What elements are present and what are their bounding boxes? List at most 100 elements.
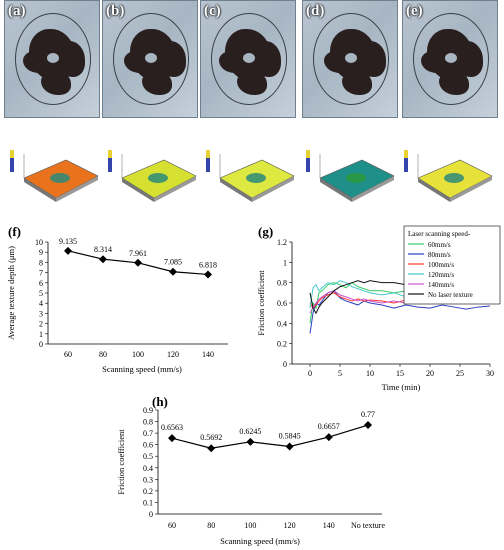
data-label: 0.5845 xyxy=(279,431,301,440)
surface-side xyxy=(56,176,98,202)
colorbar-top xyxy=(206,150,210,158)
surface-side xyxy=(154,176,196,202)
crack-ring xyxy=(413,13,489,105)
legend-box xyxy=(403,225,501,305)
wear-debris xyxy=(23,51,51,73)
x-axis-title: Scanning speed (mm/s) xyxy=(220,536,300,546)
surface-side xyxy=(122,178,154,202)
crack-ring xyxy=(211,13,287,105)
data-label: 8.314 xyxy=(94,245,112,254)
colorbar-top xyxy=(10,150,14,158)
colorbar-top xyxy=(108,150,112,158)
surface-side xyxy=(352,176,394,202)
x-tick-label: 60 xyxy=(64,350,72,359)
micrograph-panel: (a) xyxy=(4,0,100,118)
center-spot xyxy=(345,53,357,63)
colorbar xyxy=(206,150,210,172)
wear-debris xyxy=(219,51,247,73)
surface-side xyxy=(220,178,252,202)
data-label: 6.818 xyxy=(199,260,217,269)
texture-pit xyxy=(50,173,70,183)
data-point xyxy=(134,258,142,267)
y-tick-label: 2 xyxy=(39,320,43,329)
x-axis-title: Time (min) xyxy=(382,382,421,392)
y-tick-label: 0 xyxy=(39,340,43,349)
center-spot xyxy=(243,53,255,63)
wear-debris xyxy=(41,71,71,95)
x-tick-label: 140 xyxy=(323,521,335,530)
y-tick-label: 9 xyxy=(39,248,43,257)
y-tick-label: 1 xyxy=(283,258,287,267)
crack-ring xyxy=(15,13,91,105)
center-spot xyxy=(47,53,59,63)
y-tick-label: 0.6 xyxy=(277,299,287,308)
y-tick-label: 5 xyxy=(39,289,43,298)
colorbar xyxy=(10,150,14,172)
data-label: 7.085 xyxy=(164,258,182,267)
data-point xyxy=(204,270,212,279)
x-tick-label: 120 xyxy=(284,521,296,530)
y-tick-label: 0.8 xyxy=(277,279,287,288)
x-tick-label: 80 xyxy=(207,521,215,530)
colorbar xyxy=(306,150,310,172)
legend-entry: 120mm/s xyxy=(428,271,454,279)
panel-label: (f) xyxy=(8,224,21,239)
y-tick-label: 1 xyxy=(39,330,43,339)
y-axis-title: Average texture depth (μm) xyxy=(6,246,16,340)
x-tick-label: 140 xyxy=(202,350,214,359)
panel-label: (g) xyxy=(258,224,273,239)
y-tick-label: 0.3 xyxy=(143,475,153,484)
data-point xyxy=(246,437,255,446)
data-label: 0.5692 xyxy=(200,433,222,442)
x-tick-label: No texture xyxy=(351,521,385,530)
surface-side xyxy=(450,176,492,202)
data-point xyxy=(324,433,333,442)
y-tick-label: 0.7 xyxy=(143,429,153,438)
data-label: 0.6563 xyxy=(161,423,183,432)
legend-entry: 80mm/s xyxy=(428,251,451,259)
x-tick-label: 120 xyxy=(167,350,179,359)
panel-label: (e) xyxy=(406,3,423,19)
x-tick-label: 15 xyxy=(396,369,404,378)
panel-label: (h) xyxy=(152,394,168,409)
wear-debris xyxy=(342,71,372,95)
texture-pit xyxy=(444,173,464,183)
center-spot xyxy=(445,53,457,63)
wear-debris xyxy=(439,71,469,95)
wear-debris xyxy=(142,71,172,95)
y-axis-title: Friction coefficient xyxy=(256,270,266,336)
y-tick-label: 4 xyxy=(39,299,43,308)
colorbar xyxy=(404,150,408,172)
y-tick-label: 0.2 xyxy=(277,340,287,349)
y-tick-label: 0.9 xyxy=(143,406,153,415)
data-label: 7.961 xyxy=(129,249,147,258)
x-tick-label: 100 xyxy=(244,521,256,530)
x-tick-label: 0 xyxy=(308,369,312,378)
y-tick-label: 0.5 xyxy=(143,452,153,461)
y-tick-label: 6 xyxy=(39,279,43,288)
surface-3d-plot xyxy=(404,150,493,202)
x-tick-label: 60 xyxy=(168,521,176,530)
texture-pit xyxy=(346,173,366,183)
y-tick-label: 10 xyxy=(35,238,43,247)
surface-side xyxy=(320,178,352,202)
surface-side xyxy=(252,176,294,202)
y-tick-label: 0.8 xyxy=(143,418,153,427)
micrograph-panel: (c) xyxy=(200,0,296,118)
center-spot xyxy=(145,53,157,63)
colorbar-top xyxy=(404,150,408,158)
data-point xyxy=(285,442,294,451)
surface-3d-plot xyxy=(206,150,295,202)
chart-friction-speed: 0 0.1 0.2 0.3 0.4 0.5 0.6 0.7 0.8 0.9 60 80 100 120 14… xyxy=(116,394,385,546)
colorbar xyxy=(108,150,112,172)
legend-entry: 140mm/s xyxy=(428,281,454,289)
x-tick-label: 25 xyxy=(456,369,464,378)
micrograph-panel: (e) xyxy=(402,0,498,118)
y-tick-label: 0 xyxy=(283,360,287,369)
y-axis-title: Friction coefficient xyxy=(116,429,126,495)
y-tick-label: 0.4 xyxy=(143,464,153,473)
legend-entry: 60mm/s xyxy=(428,241,451,249)
y-tick-label: 1.2 xyxy=(277,238,287,247)
data-point xyxy=(207,444,216,453)
data-point xyxy=(99,255,107,264)
